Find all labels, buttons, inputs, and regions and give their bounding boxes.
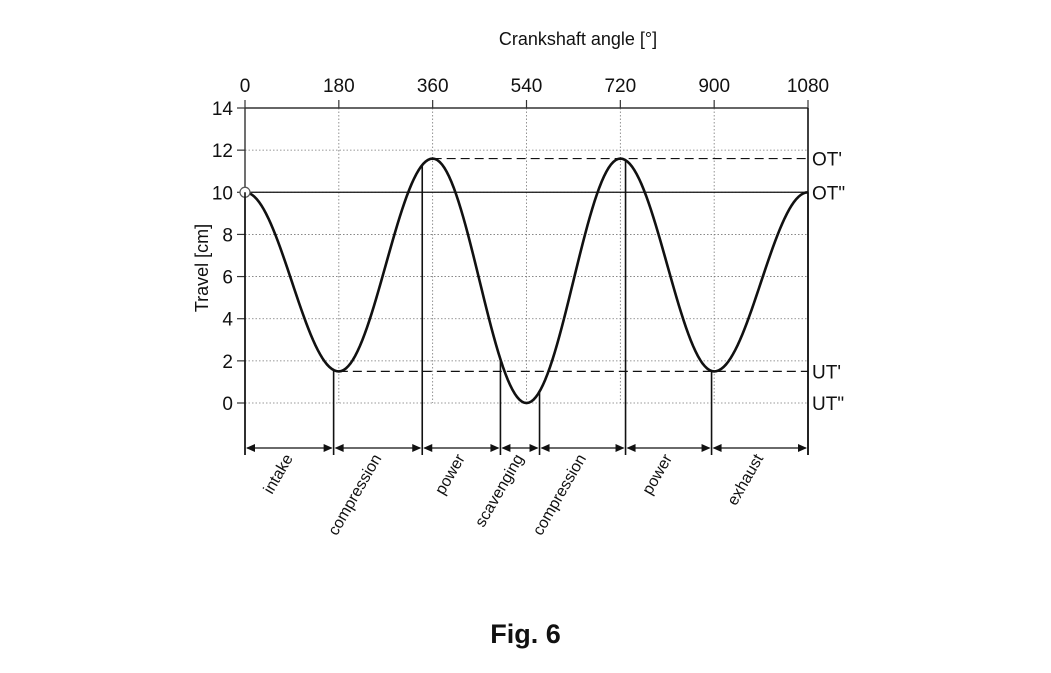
phase-label-1: compression: [325, 452, 385, 539]
phase-arrowhead-left-0: [246, 444, 255, 452]
phase-arrowhead-right-4: [615, 444, 625, 452]
x-tick-label-6: 1080: [787, 76, 829, 97]
x-tick-label-1: 180: [323, 76, 355, 97]
phase-label-0: intake: [261, 451, 297, 497]
phase-arrowhead-right-6: [798, 444, 807, 452]
phase-arrowhead-right-5: [701, 444, 711, 452]
phase-arrowhead-left-4: [540, 444, 550, 452]
y-tick-label-4: 8: [222, 225, 233, 246]
phase-arrowhead-left-5: [626, 444, 636, 452]
y-tick-label-3: 6: [222, 268, 233, 289]
y-tick-label-6: 12: [212, 141, 233, 162]
travel-curve: [244, 157, 809, 405]
grid-lines: [244, 107, 809, 404]
phase-label-3: scavenging: [472, 452, 527, 531]
y-tick-label-2: 4: [222, 310, 233, 331]
reference-label-2: UT': [812, 362, 841, 383]
y-tick-label-5: 10: [212, 183, 233, 204]
reference-label-1: OT": [812, 183, 845, 204]
phase-label-6: exhaust: [724, 451, 767, 509]
x-tick-label-4: 720: [604, 76, 636, 97]
y-tick-label-0: 0: [222, 394, 233, 415]
y-tick-label-1: 2: [222, 352, 233, 373]
y-tick-labels: 0 2 4 6 8 10 12 14: [212, 99, 234, 415]
x-tick-label-0: 0: [240, 76, 251, 97]
reference-label-3: UT": [812, 394, 844, 415]
phase-arrowhead-right-3: [529, 444, 539, 452]
y-axis-title: Travel [cm]: [192, 224, 212, 312]
x-tick-label-2: 360: [417, 76, 449, 97]
phase-arrowhead-left-3: [501, 444, 511, 452]
y-tick-label-7: 14: [212, 99, 234, 120]
phase-arrowhead-left-2: [423, 444, 433, 452]
phase-label-5: power: [640, 451, 677, 498]
phase-arrowhead-left-1: [334, 444, 344, 452]
phase-arrowhead-right-0: [323, 444, 333, 452]
x-axis-title: Crankshaft angle [°]: [499, 29, 657, 49]
phase-label-2: power: [432, 451, 469, 498]
x-tick-label-3: 540: [511, 76, 543, 97]
phase-arrowhead-right-2: [490, 444, 500, 452]
phase-arrowhead-right-1: [412, 444, 422, 452]
x-tick-label-5: 900: [698, 76, 730, 97]
x-tick-labels: 0 180 360 540 720 900 1080: [240, 76, 829, 97]
phase-label-4: compression: [530, 452, 590, 539]
phase-arrowhead-left-6: [712, 444, 722, 452]
figure-caption: Fig. 6: [490, 619, 561, 649]
reference-lines: OT' OT" UT' UT": [245, 150, 845, 415]
reference-label-0: OT': [812, 150, 842, 171]
